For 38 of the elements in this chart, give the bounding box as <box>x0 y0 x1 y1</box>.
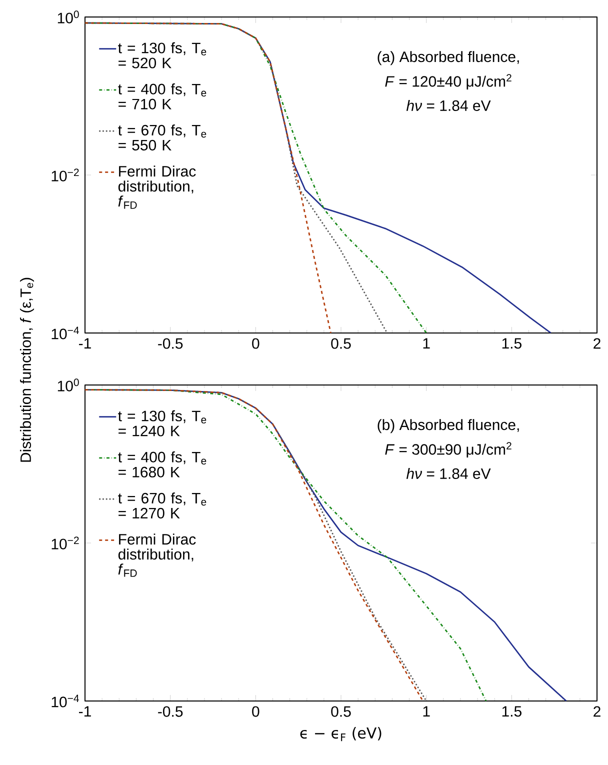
x-tick-label: -1 <box>79 706 91 717</box>
x-tick-label: -0.5 <box>158 706 183 717</box>
x-tick-label: -1 <box>79 338 91 349</box>
line-series <box>85 22 332 333</box>
y-tick-label: 10$^{0}$ <box>58 378 79 392</box>
annotation: F = 300±90 μJ/cm$^{2}$ <box>385 442 512 458</box>
annotation: (a) Absorbed fluence, <box>378 51 519 66</box>
text: t = 400 fs, T$_{e}$ = 710 K <box>118 83 206 110</box>
x-tick-label: 1 <box>423 706 430 717</box>
x-tick-label: 0 <box>252 706 260 717</box>
legend-label: Fermi Dirac distribution, f$_{FD}$ <box>118 166 196 209</box>
y-tick-label: 10$^{−2}$ <box>52 168 79 182</box>
text: t = 130 fs, T$_{e}$ = 1240 K <box>118 410 206 436</box>
text: t = 130 fs, T$_{e}$ = 520 K <box>118 42 206 68</box>
x-tick-label: 2 <box>594 706 600 717</box>
text: t = 400 fs, T$_{e}$ = 1680 K <box>118 451 206 478</box>
x-axis-title: ϵ − ϵ$_{F}$ (eV) <box>300 727 382 742</box>
annotation: hν = 1.84 eV <box>406 100 491 111</box>
x-tick-label: 0.5 <box>331 706 351 717</box>
text: t = 670 fs, T$_{e}$ = 550 K <box>118 124 206 150</box>
text: t = 670 fs, T$_{e}$ = 1270 K <box>118 492 206 518</box>
x-tick-label: 2 <box>594 338 600 349</box>
line-series <box>85 389 567 702</box>
annotation: (b) Absorbed fluence, <box>378 419 519 434</box>
x-tick-label: -0.5 <box>158 338 183 349</box>
x-tick-label: 1.5 <box>502 338 522 349</box>
y-tick-label: 10$^{−4}$ <box>52 326 79 340</box>
legend-label: Fermi Dirac distribution, f$_{FD}$ <box>118 534 196 577</box>
x-tick-label: 1.5 <box>502 706 522 717</box>
x-tick-label: 0.5 <box>331 338 351 349</box>
y-axis-title: Distribution function, f (ε,T$_{e}$) <box>20 278 34 462</box>
x-tick-label: 0 <box>252 338 260 349</box>
annotation: F = 120±40 μJ/cm$^{2}$ <box>385 74 512 90</box>
y-tick-label: 10$^{0}$ <box>58 10 79 24</box>
y-tick-label: 10$^{−2}$ <box>52 536 79 550</box>
annotation: hν = 1.84 eV <box>406 468 491 479</box>
x-tick-label: 1 <box>423 338 430 349</box>
y-tick-label: 10$^{−4}$ <box>52 694 79 708</box>
